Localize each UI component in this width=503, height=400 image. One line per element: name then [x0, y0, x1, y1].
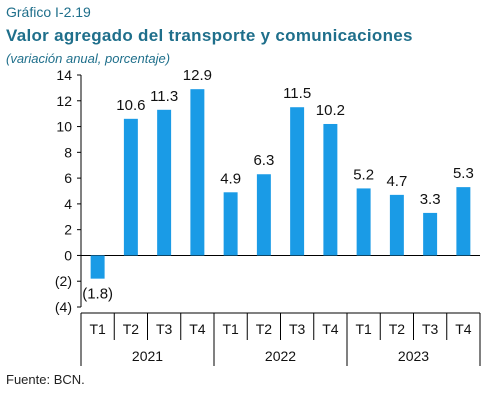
- y-tick-label: 10: [56, 119, 72, 135]
- bar: [356, 188, 371, 256]
- quarter-label: T4: [322, 321, 339, 337]
- quarter-label: T2: [256, 321, 273, 337]
- quarter-label: T3: [422, 321, 439, 337]
- data-label: 10.2: [316, 102, 345, 119]
- year-label: 2023: [398, 348, 429, 364]
- data-label: 11.3: [150, 88, 178, 105]
- quarter-label: T4: [189, 321, 206, 337]
- bar: [157, 109, 172, 256]
- y-tick-label: 8: [64, 144, 72, 160]
- data-label: 11.5: [283, 85, 311, 102]
- source-note: Fuente: BCN.: [6, 372, 85, 387]
- y-tick-label: 0: [64, 247, 72, 263]
- chart-subtitle: (variación anual, porcentaje): [6, 51, 171, 66]
- y-tick-label: 12: [56, 93, 72, 109]
- bar: [256, 174, 271, 256]
- quarter-label: T2: [123, 321, 140, 337]
- data-label: 4.9: [220, 170, 241, 187]
- data-label: 5.3: [453, 165, 474, 182]
- data-label: 4.7: [386, 173, 407, 190]
- quarter-label: T2: [389, 321, 406, 337]
- y-tick-label: 6: [64, 170, 72, 186]
- quarter-label: T4: [455, 321, 472, 337]
- year-label: 2022: [265, 348, 296, 364]
- data-label: (1.8): [82, 286, 113, 303]
- bar: [456, 187, 471, 256]
- y-tick-label: (2): [55, 273, 72, 289]
- y-tick-label: 2: [64, 222, 72, 238]
- bar: [423, 212, 438, 256]
- quarter-label: T1: [89, 321, 106, 337]
- data-labels: (1.8) 10.6 11.3 12.9 4.9 6.3 11.5 10.2 5.2 4.7 3.3…: [82, 67, 474, 302]
- data-label: 6.3: [253, 152, 274, 169]
- quarter-label: T1: [355, 321, 372, 337]
- bar: [190, 89, 205, 256]
- axes: (4) (2) 0 2 4 6 8 10 12 14: [55, 67, 480, 315]
- quarter-label: T3: [289, 321, 306, 337]
- bar: [290, 107, 305, 256]
- quarter-label: T1: [222, 321, 239, 337]
- bar: [323, 123, 338, 256]
- year-label: 2021: [132, 348, 163, 364]
- y-tick-label: 14: [56, 67, 72, 83]
- bar: [90, 255, 105, 279]
- y-tick-label: (4): [55, 299, 72, 315]
- category-axis: T1 T2 T3 T4 2021 T1 T2 T3 T4 2022 T1 T2 T3 T4 2023: [80, 312, 481, 366]
- data-label: 12.9: [183, 67, 212, 84]
- bars: [90, 89, 471, 279]
- y-tick-label: 4: [64, 196, 72, 212]
- chart-label: Gráfico I-2.19: [6, 4, 91, 20]
- bar: [389, 194, 404, 256]
- quarter-label: T3: [156, 321, 173, 337]
- data-label: 3.3: [420, 191, 441, 208]
- data-label: 5.2: [353, 166, 374, 183]
- data-label: 10.6: [116, 97, 145, 114]
- bar: [223, 192, 238, 256]
- bar: [123, 118, 138, 256]
- chart-title: Valor agregado del transporte y comunica…: [6, 26, 413, 45]
